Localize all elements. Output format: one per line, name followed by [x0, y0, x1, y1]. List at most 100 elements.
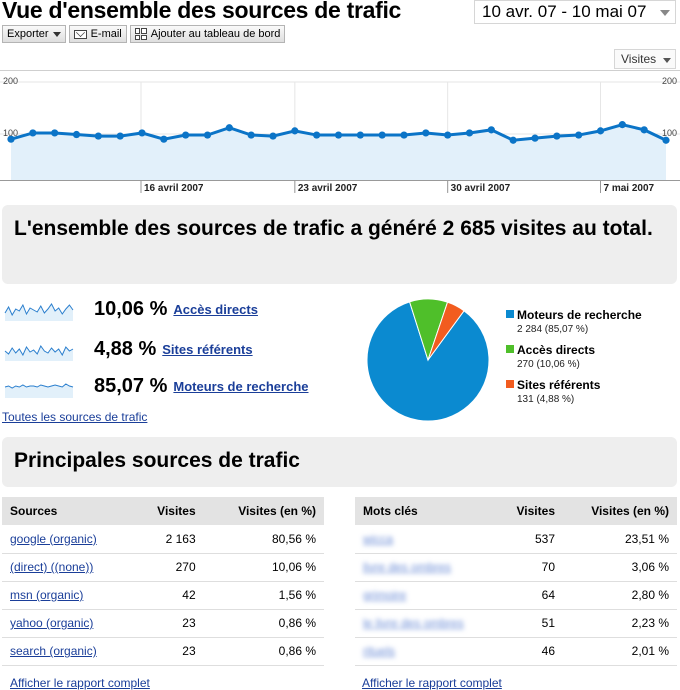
metric-selector[interactable]: Visites	[614, 49, 676, 69]
email-label: E-mail	[90, 28, 122, 40]
source-link[interactable]: msn (organic)	[10, 588, 84, 602]
data-point	[487, 126, 495, 134]
keywords-full-report-link[interactable]: Afficher le rapport complet	[362, 676, 502, 690]
visits-cell: 64	[496, 581, 563, 610]
data-point	[444, 131, 452, 139]
table-row: grimoire 64 2,80 %	[355, 581, 677, 610]
date-range-value: 10 avr. 07 - 10 mai 07	[482, 2, 647, 21]
data-point	[356, 131, 364, 139]
source-link[interactable]: google (organic)	[10, 531, 97, 546]
visits-cell: 23	[133, 609, 204, 638]
data-point	[531, 134, 539, 142]
data-point	[7, 135, 15, 143]
source-link-direct[interactable]: Accès directs	[173, 301, 258, 317]
y-tick-label: 200	[662, 76, 677, 86]
column-header[interactable]: Visites (en %)	[203, 497, 324, 525]
data-point	[596, 127, 605, 135]
table-row: rituels 46 2,01 %	[355, 637, 677, 666]
data-point	[400, 131, 408, 139]
data-point	[29, 129, 37, 137]
legend-label: Moteurs de recherche	[517, 308, 642, 322]
x-tick-label: 23 avril 2007	[298, 183, 358, 194]
table-row: msn (organic) 42 1,56 %	[2, 581, 324, 610]
data-point	[378, 131, 386, 139]
data-point	[269, 132, 277, 140]
legend-label: Accès directs	[517, 343, 596, 357]
all-sources-link[interactable]: Toutes les sources de trafic	[2, 410, 148, 424]
legend-label: Sites référents	[517, 378, 601, 392]
data-point	[640, 126, 648, 134]
keyword-link[interactable]: rituels	[363, 644, 396, 658]
percent-cell: 2,01 %	[563, 637, 677, 666]
data-point	[182, 131, 190, 139]
y-tick-label: 200	[3, 76, 18, 86]
visits-cell: 51	[496, 609, 563, 638]
percent-cell: 2,80 %	[563, 581, 677, 610]
legend-swatch	[506, 345, 514, 353]
top-sources-heading: Principales sources de trafic	[2, 437, 677, 487]
column-header[interactable]: Visites	[133, 497, 204, 525]
column-header[interactable]: Mots clés	[355, 497, 497, 525]
keyword-link[interactable]: wicca	[363, 531, 394, 546]
visits-cell: 2 163	[133, 525, 204, 554]
visits-line-chart: 200 200 100 100 16 avril 2007 23 avril 2007 30…	[0, 70, 680, 194]
sparkline-line	[4, 383, 74, 389]
source-row-referral: 4,88 % Sites référents	[4, 337, 253, 361]
legend-swatch	[506, 310, 514, 318]
sparkline-line	[4, 345, 74, 357]
percent-cell: 3,06 %	[563, 553, 677, 582]
add-to-dashboard-button[interactable]: Ajouter au tableau de bord	[129, 25, 286, 43]
data-point	[291, 127, 299, 135]
column-header[interactable]: Visites (en %)	[563, 497, 677, 525]
data-point	[138, 129, 146, 137]
source-link[interactable]: (direct) ((none))	[10, 560, 94, 574]
sparkline-area	[5, 304, 73, 321]
email-button[interactable]: E-mail	[68, 25, 127, 43]
column-header[interactable]: Visites	[496, 497, 563, 525]
sources-full-report-link[interactable]: Afficher le rapport complet	[10, 676, 150, 690]
data-point	[334, 131, 343, 139]
data-point	[465, 129, 474, 137]
source-row-direct: 10,06 % Accès directs	[4, 297, 258, 321]
data-point	[94, 132, 102, 140]
sparkline-direct	[4, 303, 74, 321]
legend-detail: 131 (4,88 %)	[517, 394, 575, 405]
percent-cell: 80,56 %	[203, 525, 324, 554]
data-point	[160, 135, 168, 143]
source-link[interactable]: search (organic)	[10, 644, 97, 658]
export-button[interactable]: Exporter	[2, 25, 66, 43]
keyword-link[interactable]: livre des ombres	[363, 560, 452, 574]
date-range-selector[interactable]: 10 avr. 07 - 10 mai 07	[474, 0, 676, 24]
data-point	[553, 132, 561, 140]
data-point	[575, 131, 583, 139]
table-row: (direct) ((none)) 270 10,06 %	[2, 553, 324, 582]
sparkline-referral	[4, 345, 74, 361]
data-point	[422, 129, 430, 137]
visits-cell: 23	[133, 637, 204, 666]
legend-swatch	[506, 380, 514, 388]
visits-cell: 270	[133, 553, 204, 582]
total-visits-summary: L'ensemble des sources de trafic a génér…	[2, 205, 677, 284]
keyword-link[interactable]: le livre des ombres	[363, 616, 464, 630]
table-row: google (organic) 2 163 80,56 %	[2, 525, 324, 554]
visits-cell: 537	[496, 525, 563, 554]
table-row: search (organic) 23 0,86 %	[2, 637, 324, 666]
x-tick-label: 7 mai 2007	[604, 183, 655, 194]
data-point	[247, 131, 255, 139]
chevron-down-icon	[660, 10, 670, 16]
legend-detail: 270 (10,06 %)	[517, 359, 580, 370]
keyword-link[interactable]: grimoire	[363, 588, 407, 602]
data-point	[618, 121, 626, 129]
metric-selector-value: Visites	[621, 52, 657, 66]
data-point	[662, 136, 670, 144]
visits-cell: 42	[133, 581, 204, 610]
source-row-search: 85,07 % Moteurs de recherche	[4, 374, 309, 398]
pie-slice	[427, 301, 465, 361]
source-link-search[interactable]: Moteurs de recherche	[173, 378, 309, 394]
export-label: Exporter	[7, 28, 49, 40]
page-title: Vue d'ensemble des sources de trafic	[2, 0, 402, 23]
source-percent: 10,06 %	[94, 297, 168, 320]
column-header[interactable]: Sources	[2, 497, 134, 525]
source-link[interactable]: yahoo (organic)	[10, 616, 94, 630]
source-link-referral[interactable]: Sites référents	[162, 341, 253, 357]
